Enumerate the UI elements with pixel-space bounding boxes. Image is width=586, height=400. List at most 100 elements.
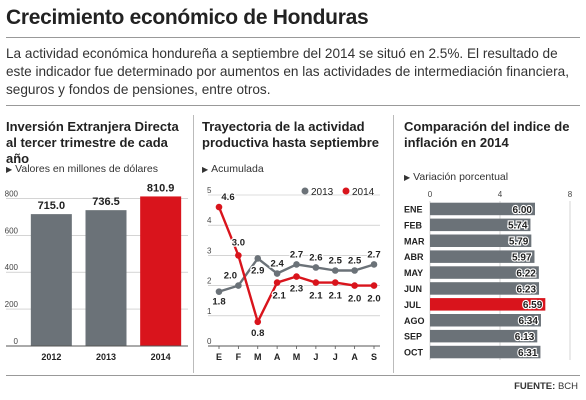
panel-separator-2 xyxy=(393,115,394,373)
activity-value-label-2014: 2.1 xyxy=(273,291,287,302)
activity-legend-label-2014: 2014 xyxy=(352,187,375,198)
activity-value-label-2013: 2.4 xyxy=(271,259,285,270)
activity-xtick-label: A xyxy=(351,352,358,362)
fdi-value-label: 715.0 xyxy=(38,200,66,212)
inflation-bar xyxy=(430,234,532,247)
triangle-icon: ▶ xyxy=(6,165,13,174)
source-note: FUENTE: BCH xyxy=(514,381,578,392)
inflation-category-label: OCT xyxy=(404,348,424,358)
activity-value-label-2013: 2.0 xyxy=(224,271,237,282)
fdi-value-label: 736.5 xyxy=(92,196,120,208)
activity-ytick-label: 1 xyxy=(207,307,212,316)
activity-point-2014 xyxy=(312,279,320,286)
inflation-value-label: 6.23 xyxy=(517,284,537,295)
activity-point-2013 xyxy=(312,264,320,271)
inflation-xtick-label: 8 xyxy=(568,190,573,199)
activity-chart-subtitle: ▶ Acumulada xyxy=(202,163,264,175)
inflation-value-label: 6.34 xyxy=(518,316,538,327)
inflation-category-label: FEB xyxy=(404,220,423,230)
triangle-icon: ▶ xyxy=(202,165,209,174)
inflation-bar xyxy=(430,250,535,263)
activity-legend-marker-2013 xyxy=(301,187,309,195)
inflation-bar xyxy=(430,345,541,359)
activity-point-2013 xyxy=(254,255,262,262)
activity-ytick-label: 0 xyxy=(207,337,212,346)
inflation-value-label: 5.74 xyxy=(508,221,528,232)
activity-value-label-2014: 3.0 xyxy=(232,237,245,248)
inflation-category-label: ABR xyxy=(404,252,424,262)
inflation-category-label: JUN xyxy=(404,284,422,294)
activity-value-label-2013: 2.7 xyxy=(290,249,303,260)
fdi-bar xyxy=(140,196,182,346)
activity-point-2014 xyxy=(235,252,242,259)
activity-point-2014 xyxy=(215,203,223,211)
activity-point-2013 xyxy=(273,270,281,277)
fdi-ytick-label: 400 xyxy=(5,263,19,272)
activity-ytick-label: 3 xyxy=(207,246,212,255)
inflation-ylabel: Variación porcentual xyxy=(413,171,509,183)
fdi-value-label: 810.9 xyxy=(147,182,175,194)
activity-xtick-label: F xyxy=(236,352,242,362)
activity-legend-marker-2014 xyxy=(342,187,350,195)
fdi-ylabel: Valores en millones de dólares xyxy=(15,163,158,175)
inflation-bar xyxy=(430,329,538,343)
fdi-ytick-label: 600 xyxy=(5,226,19,235)
activity-ytick-label: 4 xyxy=(207,216,212,225)
fdi-ytick-label: 200 xyxy=(5,300,19,309)
inflation-category-label: SEP xyxy=(404,332,422,342)
fdi-ytick-label: 0 xyxy=(14,337,19,346)
activity-point-2013 xyxy=(331,267,339,274)
activity-ylabel: Acumulada xyxy=(211,163,264,175)
inflation-category-label: MAR xyxy=(404,236,425,246)
inflation-chart-subtitle: ▶ Variación porcentual xyxy=(404,171,508,183)
activity-point-2013 xyxy=(293,261,300,268)
inflation-xtick-label: 4 xyxy=(498,190,503,199)
activity-xtick-label: S xyxy=(371,352,377,362)
activity-xtick-label: E xyxy=(216,352,222,362)
activity-point-2014 xyxy=(254,318,262,326)
activity-value-label-2013: 2.6 xyxy=(309,252,322,263)
fdi-category-label: 2014 xyxy=(151,352,171,362)
activity-value-label-2014: 2.0 xyxy=(367,294,380,305)
activity-point-2013 xyxy=(370,261,378,268)
panel-separator-1 xyxy=(193,115,194,373)
activity-legend-label-2013: 2013 xyxy=(311,187,334,198)
inflation-category-label: ENE xyxy=(404,204,423,214)
fdi-bar xyxy=(30,214,72,346)
fdi-ytick-label: 800 xyxy=(5,189,19,198)
activity-value-label-2013: 2.7 xyxy=(367,249,380,260)
activity-xtick-label: J xyxy=(313,352,318,362)
activity-point-2014 xyxy=(370,282,378,289)
inflation-value-label: 6.59 xyxy=(523,300,543,311)
inflation-value-label: 6.00 xyxy=(513,205,533,216)
footer-divider xyxy=(6,375,580,376)
fdi-chart-title: Inversión Extranjera Directa al tercer t… xyxy=(6,119,179,166)
activity-value-label-2014: 4.6 xyxy=(221,192,234,203)
activity-xtick-label: M xyxy=(293,352,301,362)
inflation-bar xyxy=(430,314,541,327)
fdi-chart-subtitle: ▶ Valores en millones de dólares xyxy=(6,163,158,175)
activity-value-label-2013: 2.5 xyxy=(329,256,343,267)
activity-point-2014 xyxy=(273,279,281,286)
activity-ytick-label: 2 xyxy=(207,277,212,286)
activity-point-2013 xyxy=(351,267,358,274)
fdi-bar xyxy=(85,210,127,346)
activity-value-label-2014: 2.0 xyxy=(348,294,361,305)
activity-value-label-2013: 2.5 xyxy=(348,256,362,267)
activity-point-2014 xyxy=(331,279,339,286)
inflation-chart-title: Comparación del indice de inflación en 2… xyxy=(404,119,570,150)
activity-xtick-label: A xyxy=(274,352,281,362)
source-value: BCH xyxy=(557,381,578,392)
activity-chart-title: Trayectoria de la actividad productiva h… xyxy=(202,119,379,150)
inflation-bar xyxy=(430,202,535,216)
title-divider xyxy=(6,37,580,38)
activity-point-2014 xyxy=(293,273,300,280)
activity-point-2013 xyxy=(215,288,223,295)
activity-value-label-2014: 0.8 xyxy=(251,328,264,339)
source-label: FUENTE: xyxy=(514,381,556,392)
inflation-value-label: 5.79 xyxy=(509,237,529,248)
inflation-bar xyxy=(430,218,531,232)
activity-value-label-2014: 2.1 xyxy=(309,291,323,302)
inflation-value-label: 6.31 xyxy=(518,348,538,359)
